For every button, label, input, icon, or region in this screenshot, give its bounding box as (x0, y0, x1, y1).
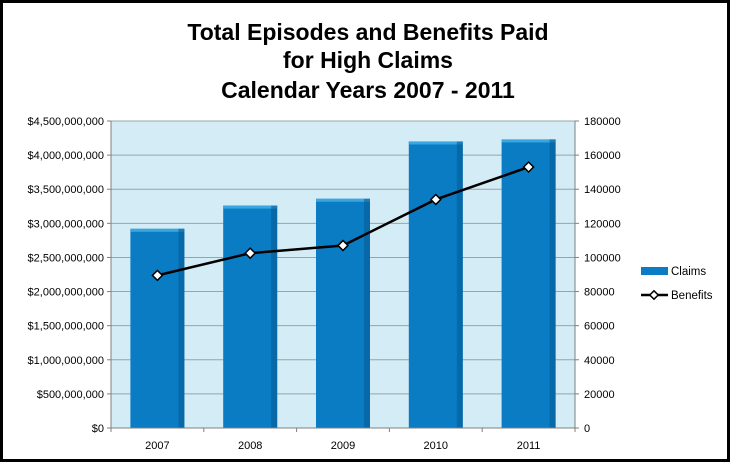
claims-bar-top (130, 228, 185, 232)
right-axis-tick-label: 120000 (584, 218, 621, 230)
claims-bar-shade (271, 205, 278, 428)
line-series (151, 161, 535, 282)
right-axis-tick-label: 60000 (584, 321, 615, 333)
claims-bar-shade (178, 228, 185, 428)
right-axis-tick-label: 0 (584, 423, 590, 435)
chart-title-line-1: Total Episodes and Benefits Paid (187, 19, 548, 45)
chart-title-line-2: for High Claims (283, 47, 453, 73)
left-axis-tick-label: $500,000,000 (37, 389, 104, 401)
benefits-point (429, 193, 442, 206)
x-axis-tick-label: 2010 (424, 440, 448, 452)
bar-series (130, 139, 556, 429)
right-axis-tick-label: 40000 (584, 355, 615, 367)
claims-bar-shade (549, 139, 556, 429)
claims-bar (408, 141, 463, 428)
left-axis-tick-label: $4,500,000,000 (28, 116, 104, 128)
chart-title: Total Episodes and Benefits Paid for Hig… (187, 19, 548, 103)
legend-benefits-marker (648, 289, 660, 301)
left-axis-tick-label: $0 (92, 423, 104, 435)
right-axis-tick-labels: 0 20000 40000 60000 80000 100000 120000 140000 1… (584, 116, 621, 435)
chart-title-line-3: Calendar Years 2007 - 2011 (221, 77, 515, 103)
right-axis-tick-label: 180000 (584, 116, 621, 128)
left-axis-tick-label: $4,000,000,000 (28, 150, 104, 162)
legend-benefits-label: Benefits (671, 290, 713, 302)
left-axis-tick-label: $2,500,000,000 (28, 252, 104, 264)
left-axis-tick-label: $3,000,000,000 (28, 218, 104, 230)
left-axis-tick-label: $1,000,000,000 (28, 355, 104, 367)
x-axis-tick-label: 2007 (145, 440, 169, 452)
left-axis-tick-labels: $0 $500,000,000 $1,000,000,000 $1,500,000,0… (28, 116, 104, 435)
benefits-point (244, 247, 257, 260)
legend-claims-swatch (641, 267, 668, 275)
x-axis-tick-label: 2008 (238, 440, 262, 452)
claims-bar (316, 198, 370, 428)
benefits-point (522, 161, 535, 174)
legend-claims-label: Claims (671, 266, 706, 278)
left-axis-tick-label: $3,500,000,000 (28, 184, 104, 196)
x-axis-tick-label: 2011 (517, 440, 541, 452)
claims-bar-top (223, 205, 278, 209)
benefits-point (151, 269, 164, 282)
right-axis-tick-label: 140000 (584, 184, 621, 196)
right-axis-tick-label: 20000 (584, 389, 615, 401)
claims-bar-top (316, 198, 370, 202)
claims-bar-top (501, 139, 556, 143)
claims-bar (130, 228, 185, 428)
right-axis-tick-label: 100000 (584, 252, 621, 264)
legend: Claims Benefits (641, 266, 713, 302)
left-axis-tick-label: $1,500,000,000 (28, 321, 104, 333)
chart: Total Episodes and Benefits Paid for Hig… (28, 19, 713, 452)
x-axis-tick-labels: 2007 2008 2009 2010 2011 (145, 440, 540, 452)
claims-bar-top (408, 141, 463, 145)
right-axis-tick-label: 160000 (584, 150, 621, 162)
axes (107, 120, 579, 432)
x-axis-tick-label: 2009 (331, 440, 355, 452)
left-axis-tick-label: $2,000,000,000 (28, 287, 104, 299)
benefits-point (336, 239, 350, 252)
claims-bar-shade (456, 141, 463, 428)
claims-bar (223, 205, 278, 428)
claims-bar (501, 139, 556, 429)
claims-bar-shade (364, 198, 370, 428)
right-axis-tick-label: 80000 (584, 287, 615, 299)
